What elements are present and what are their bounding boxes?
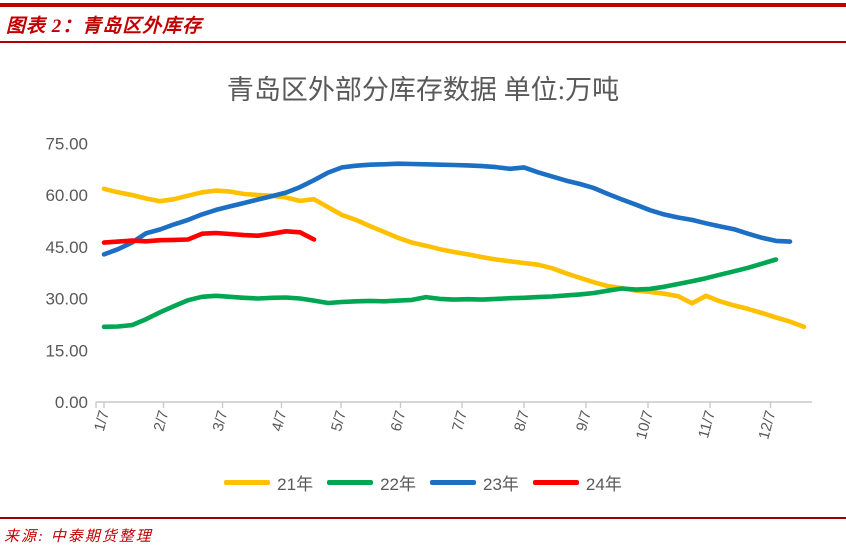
x-tick-label: 3/7 — [210, 409, 232, 434]
legend-swatch-2 — [430, 480, 476, 485]
legend-label-1: 22年 — [380, 475, 416, 494]
x-tick-label: 9/7 — [573, 409, 595, 434]
x-tick-label: 10/7 — [633, 409, 657, 442]
x-tick-label: 7/7 — [449, 409, 471, 434]
x-tick-label: 1/7 — [91, 409, 113, 434]
series-line-0 — [101, 186, 807, 330]
chart-legend: 21年 22年 23年 24年 — [0, 470, 846, 495]
y-tick-label: 0.00 — [55, 393, 88, 412]
x-tick-label: 8/7 — [511, 409, 533, 434]
figure-header-title: 图表 2：青岛区外库存 — [6, 16, 203, 37]
x-tick-label: 12/7 — [755, 409, 779, 442]
legend-item-3: 24年 — [532, 470, 622, 495]
y-tick-label: 30.00 — [45, 290, 88, 309]
x-tick-label: 5/7 — [328, 409, 350, 434]
footer-source-text: 来源: 中泰期货整理 — [4, 529, 153, 545]
legend-label-0: 21年 — [277, 475, 314, 494]
series-line-2 — [101, 161, 793, 257]
legend-swatch-0 — [224, 480, 271, 485]
y-tick-label: 45.00 — [45, 238, 88, 257]
legend-label-2: 23年 — [483, 475, 519, 494]
legend-swatch-1 — [327, 480, 374, 485]
top-accent-bar — [0, 3, 846, 7]
legend-item-0: 21年 — [224, 470, 313, 495]
x-tick-label: 11/7 — [695, 409, 719, 441]
y-tick-label: 15.00 — [45, 341, 88, 360]
legend-swatch-3 — [532, 480, 579, 485]
header-divider — [0, 41, 846, 43]
x-tick-label: 6/7 — [388, 409, 410, 434]
footer-divider — [0, 517, 846, 519]
legend-item-1: 22年 — [327, 470, 416, 495]
y-tick-label: 60.00 — [45, 186, 88, 205]
x-tick-label: 2/7 — [151, 409, 173, 434]
series-line-1 — [101, 257, 779, 330]
y-tick-label: 75.00 — [45, 134, 88, 153]
legend-item-2: 23年 — [430, 470, 519, 495]
x-tick-label: 4/7 — [269, 409, 291, 434]
legend-label-3: 24年 — [585, 475, 622, 494]
series-line-3 — [101, 229, 317, 245]
chart-title: 青岛区外部分库存数据 单位:万吨 — [226, 75, 620, 105]
